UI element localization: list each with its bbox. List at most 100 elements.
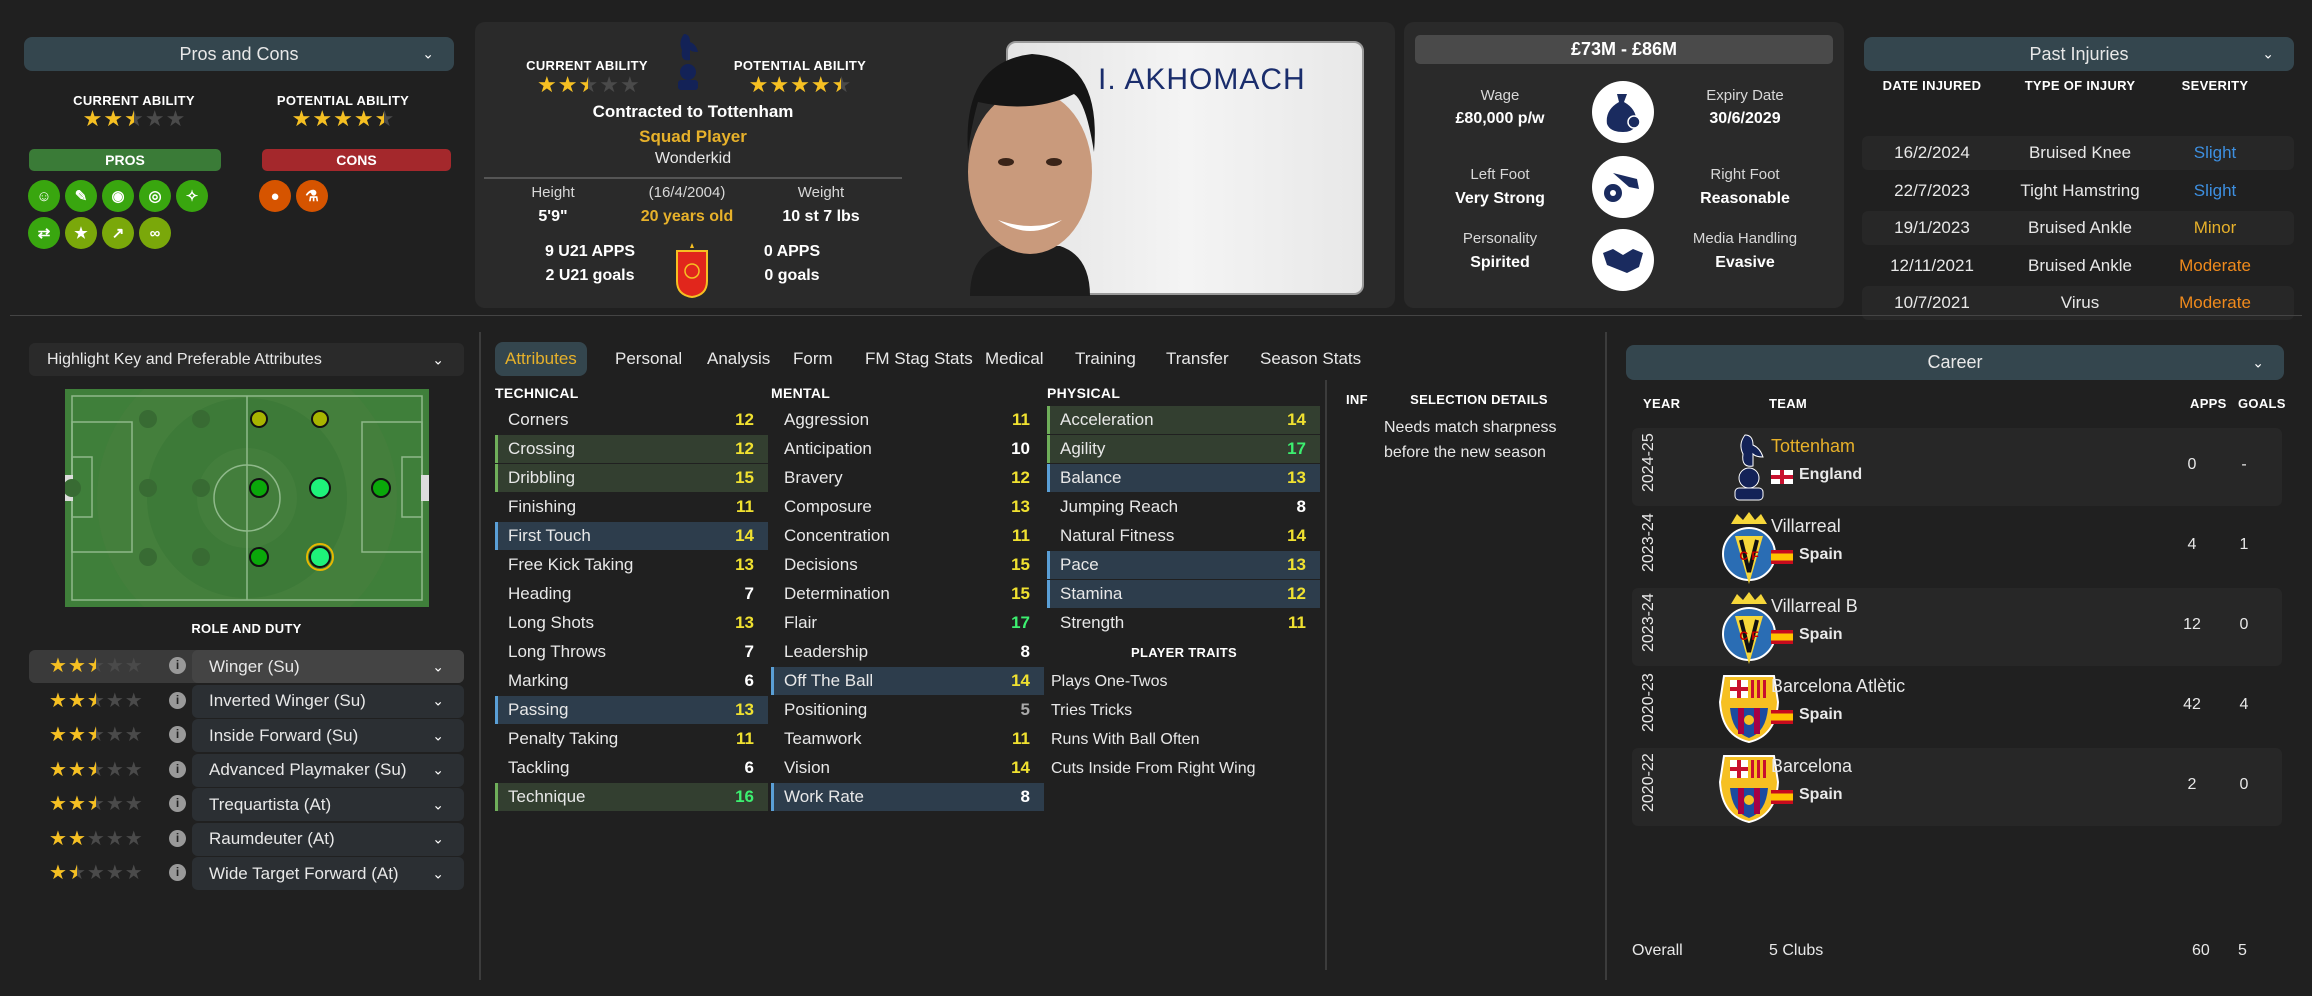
- divider: [484, 177, 902, 179]
- contract-status: Contracted to Tottenham: [592, 102, 794, 121]
- attribute-name: Anticipation: [784, 439, 872, 458]
- tab-analysis[interactable]: Analysis: [707, 349, 771, 368]
- attribute-teamwork: Teamwork 11: [771, 725, 1044, 753]
- info-icon[interactable]: i: [169, 657, 186, 674]
- target-icon: ◎: [139, 180, 171, 212]
- star-icon: ★: [86, 827, 105, 850]
- star-icon: ★★: [49, 689, 67, 712]
- attribute-value: 16: [735, 787, 754, 806]
- role-dropdown[interactable]: Raumdeuter (At) ⌄: [192, 822, 464, 856]
- role-dropdown[interactable]: Inverted Winger (Su) ⌄: [192, 684, 464, 718]
- career-year: 2024-25: [1640, 433, 1657, 492]
- info-icon[interactable]: i: [169, 691, 186, 709]
- attribute-value: 8: [1020, 787, 1030, 806]
- column-type-of-injury: TYPE OF INJURY: [2024, 78, 2136, 93]
- attribute-passing: Passing 13: [495, 696, 768, 724]
- role-dropdown[interactable]: Wide Target Forward (At) ⌄: [192, 857, 464, 890]
- star-icon: ★★: [49, 655, 67, 677]
- career-nation: Spain: [1799, 786, 1843, 803]
- attribute-penalty-taking: Penalty Taking 11: [495, 725, 768, 753]
- column-apps: APPS: [2190, 396, 2227, 411]
- tab-training[interactable]: Training: [1075, 349, 1136, 368]
- career-team[interactable]: Barcelona: [1771, 756, 1853, 776]
- attribute-free-kick-taking: Free Kick Taking 13: [495, 551, 768, 579]
- attribute-value: 11: [736, 729, 754, 748]
- info-icon[interactable]: i: [169, 726, 186, 743]
- star-icon: ★: [144, 106, 165, 131]
- career-team[interactable]: Villarreal B: [1771, 596, 1858, 616]
- mind-icon: ◉: [102, 180, 134, 212]
- role-dropdown[interactable]: Inside Forward (Su) ⌄: [192, 719, 464, 752]
- injury-type: Bruised Ankle: [2028, 218, 2132, 237]
- overall-clubs: 5 Clubs: [1769, 942, 1824, 959]
- column-date-injured: DATE INJURED: [1882, 78, 1982, 93]
- attribute-value: 13: [1287, 555, 1306, 574]
- player-trait: Plays One-Twos: [1051, 673, 1168, 690]
- england-flag-icon: [1771, 470, 1793, 489]
- tab-medical[interactable]: Medical: [985, 349, 1044, 368]
- role-dropdown[interactable]: Trequartista (At) ⌄: [192, 788, 464, 821]
- attribute-name: Long Shots: [508, 613, 595, 632]
- star-icon: ★★: [86, 655, 105, 677]
- personality-label: Personality: [1462, 230, 1538, 247]
- info-icon[interactable]: i: [169, 829, 186, 847]
- attribute-marking: Marking 6: [495, 667, 768, 695]
- money-bag-icon: [1592, 81, 1654, 143]
- attribute-name: Finishing: [508, 497, 577, 516]
- star-icon: ★★: [578, 72, 599, 97]
- star-icon: ★: [105, 689, 124, 712]
- pros-cons-dropdown[interactable]: Pros and Cons ⌄: [24, 37, 454, 71]
- star-icon: ★: [105, 758, 124, 781]
- injury-row: 16/2/2024 Bruised Knee Slight: [1862, 136, 2294, 170]
- career-team[interactable]: Barcelona Atlètic: [1771, 676, 1906, 696]
- attribute-value: 14: [735, 526, 754, 545]
- attribute-value: 10: [1011, 439, 1030, 458]
- injury-type: Bruised Knee: [2028, 143, 2132, 162]
- tab-attributes[interactable]: Attributes: [495, 342, 587, 376]
- role-name: Advanced Playmaker (Su): [209, 760, 407, 779]
- career-nation: Spain: [1799, 706, 1843, 723]
- star-icon: ★: [65, 217, 97, 249]
- star-icon: ★★: [49, 758, 67, 781]
- attribute-value: 13: [1011, 497, 1030, 516]
- tab-personal[interactable]: Personal: [615, 349, 683, 368]
- role-name: Wide Target Forward (At): [209, 863, 399, 883]
- info-icon[interactable]: i: [169, 864, 186, 881]
- career-team[interactable]: Tottenham: [1771, 436, 1856, 456]
- info-icon[interactable]: i: [169, 795, 186, 812]
- tab-fm-stag-stats[interactable]: FM Stag Stats: [865, 349, 973, 368]
- attribute-name: Stamina: [1060, 584, 1123, 603]
- divider: [1325, 380, 1327, 970]
- career-team[interactable]: Villarreal: [1771, 516, 1841, 536]
- tab-transfer[interactable]: Transfer: [1166, 349, 1229, 368]
- star-icon: ★: [124, 862, 143, 884]
- current-ability-label: CURRENT ABILITY: [73, 93, 195, 108]
- tab-season-stats[interactable]: Season Stats: [1260, 349, 1362, 368]
- position-dot-aml: [250, 410, 268, 428]
- past-injuries-dropdown[interactable]: Past Injuries ⌄: [1864, 37, 2294, 71]
- info-icon[interactable]: i: [169, 760, 186, 778]
- career-dropdown[interactable]: Career ⌄: [1626, 345, 2284, 380]
- attribute-name: Jumping Reach: [1060, 497, 1179, 516]
- profile-current-ability-label: CURRENT ABILITY: [526, 58, 648, 73]
- role-dropdown[interactable]: Advanced Playmaker (Su) ⌄: [192, 753, 464, 787]
- attribute-concentration: Concentration 11: [771, 522, 1044, 550]
- tab-form[interactable]: Form: [793, 349, 833, 368]
- highlight-attributes-dropdown[interactable]: Highlight Key and Preferable Attributes …: [29, 343, 464, 376]
- role-dropdown[interactable]: Winger (Su) ⌄: [192, 650, 464, 683]
- star-icon: ★: [105, 724, 124, 746]
- attribute-finishing: Finishing 11: [495, 493, 768, 521]
- spain-flag-icon: [1771, 710, 1793, 729]
- attribute-value: 13: [735, 555, 754, 574]
- star-rating: ★★★★★★★★★★: [292, 108, 395, 130]
- attribute-value: 15: [1011, 555, 1030, 574]
- star-icon: ★★: [769, 72, 790, 97]
- role-row[interactable]: ★ ★ ★ ★ ★ ★ ★ i Raumdeuter (At) ⌄: [29, 822, 464, 856]
- mental-title: MENTAL: [771, 385, 831, 401]
